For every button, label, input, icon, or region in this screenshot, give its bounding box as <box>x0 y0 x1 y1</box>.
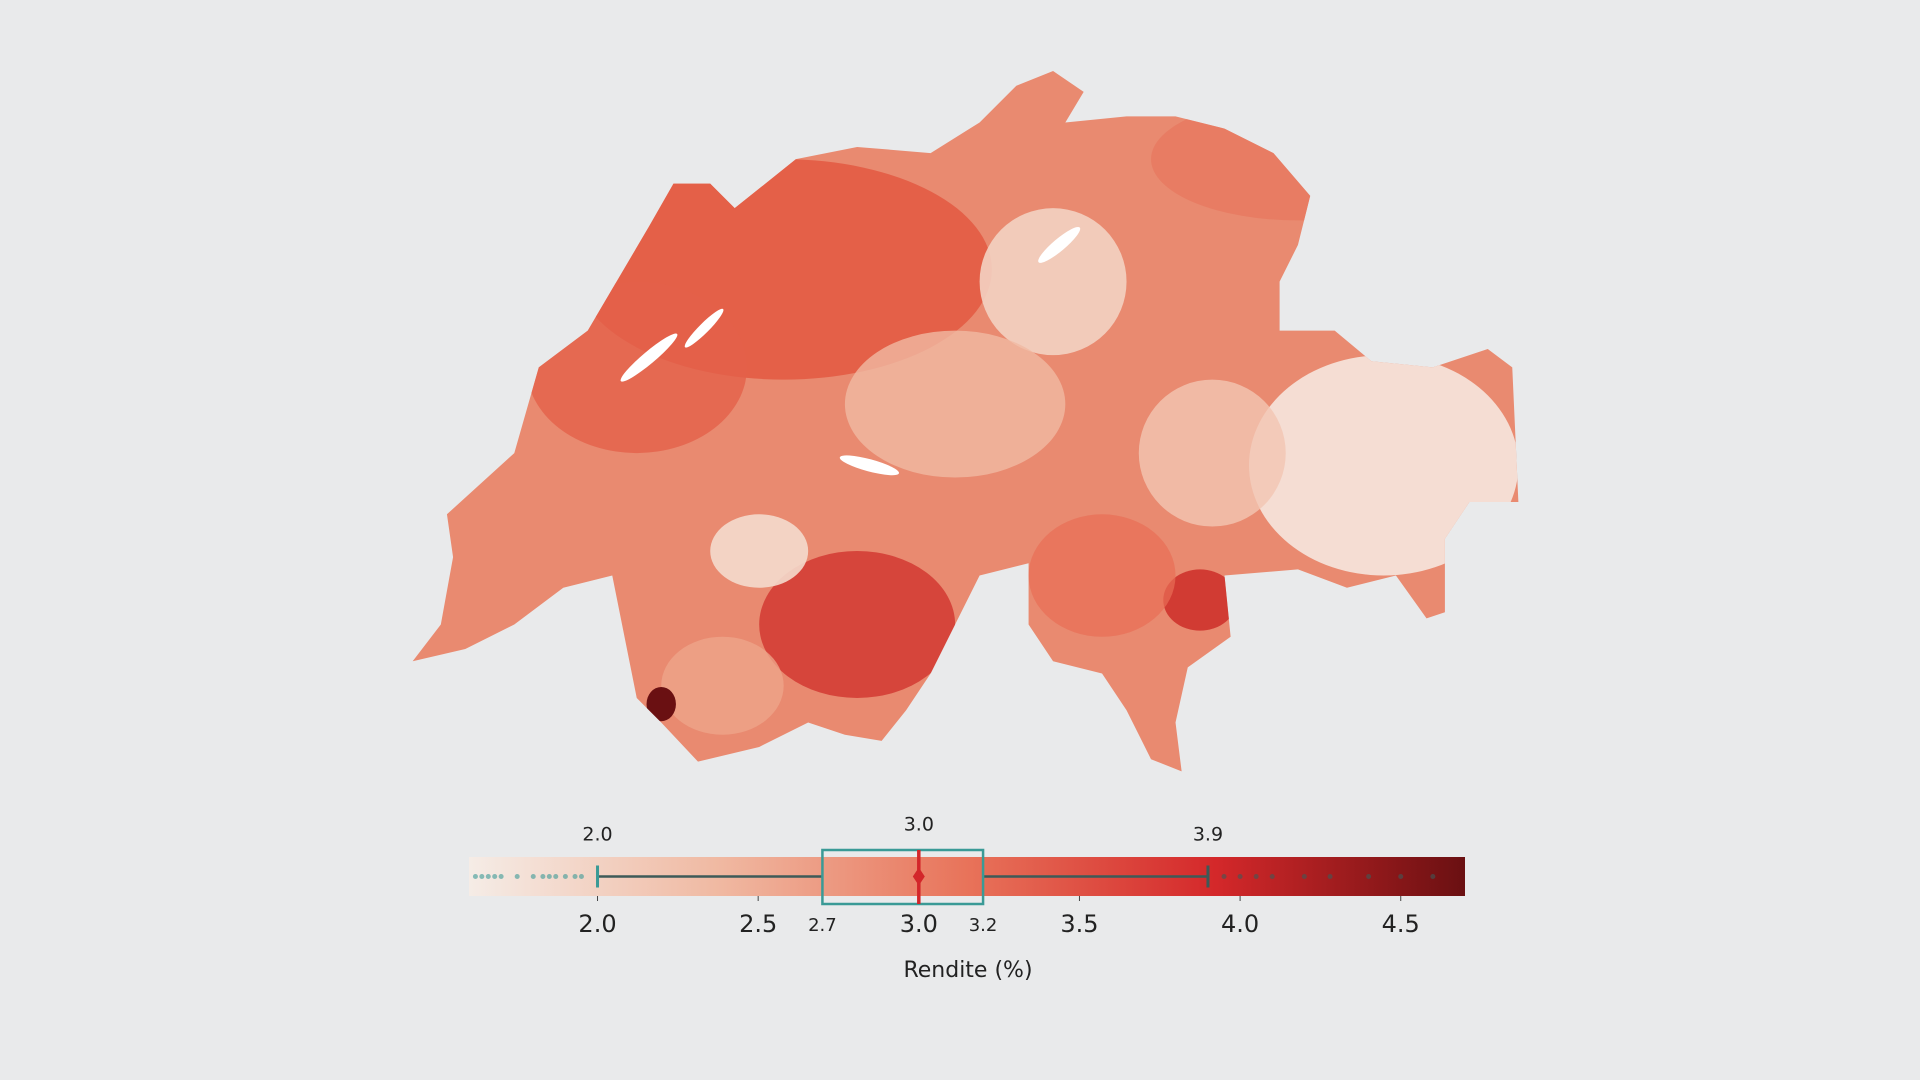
region <box>661 636 784 735</box>
map <box>412 71 1519 772</box>
outlier <box>1366 874 1372 879</box>
region <box>1151 97 1445 221</box>
x-tick-label: 4.0 <box>1221 910 1259 938</box>
outlier <box>1430 874 1436 879</box>
axis-label: Rendite (%) <box>903 958 1032 983</box>
region <box>646 686 676 722</box>
outlier <box>1237 874 1243 879</box>
x-tick-label: 2.5 <box>739 910 777 938</box>
lake <box>684 308 724 348</box>
outlier <box>530 874 536 879</box>
outlier <box>1221 874 1227 879</box>
outlier <box>492 874 498 879</box>
region <box>1248 355 1519 576</box>
region <box>1138 379 1286 527</box>
region <box>710 514 809 588</box>
lake <box>1038 226 1081 263</box>
lake <box>620 333 678 382</box>
lake <box>839 455 900 476</box>
outlier <box>1398 874 1404 879</box>
x-tick-label: 3.0 <box>900 910 938 938</box>
outlier <box>472 874 478 879</box>
box-label: 2.0 <box>582 824 612 846</box>
outlier <box>1269 874 1275 879</box>
outlier <box>1301 874 1307 879</box>
outlier <box>553 874 559 879</box>
box-label: 3.0 <box>904 814 934 836</box>
region <box>979 208 1127 356</box>
outlier <box>562 874 568 879</box>
outlier <box>479 874 485 879</box>
outlier <box>546 874 552 879</box>
outlier <box>540 874 546 879</box>
outlier <box>578 874 584 879</box>
outlier <box>514 874 520 879</box>
box <box>821 848 985 906</box>
box-label: 3.9 <box>1193 824 1223 846</box>
region <box>1028 514 1176 637</box>
box-label: 3.2 <box>969 915 998 936</box>
outlier <box>1253 874 1259 879</box>
outlier <box>1327 874 1333 879</box>
outlier <box>572 874 578 879</box>
x-tick-label: 2.0 <box>578 910 616 938</box>
region <box>1163 569 1237 631</box>
x-tick-label: 4.5 <box>1382 910 1420 938</box>
region <box>759 551 956 698</box>
box-label: 2.7 <box>808 915 837 936</box>
median-marker <box>912 867 925 886</box>
region <box>844 330 1066 478</box>
outlier <box>498 874 504 879</box>
x-tick-label: 3.5 <box>1060 910 1098 938</box>
outlier <box>485 874 491 879</box>
legend: Rendite (%) 2.0 2.5 3.0 3.5 4.0 4.5 2.0 3.0 3.9 2… <box>469 814 1465 983</box>
